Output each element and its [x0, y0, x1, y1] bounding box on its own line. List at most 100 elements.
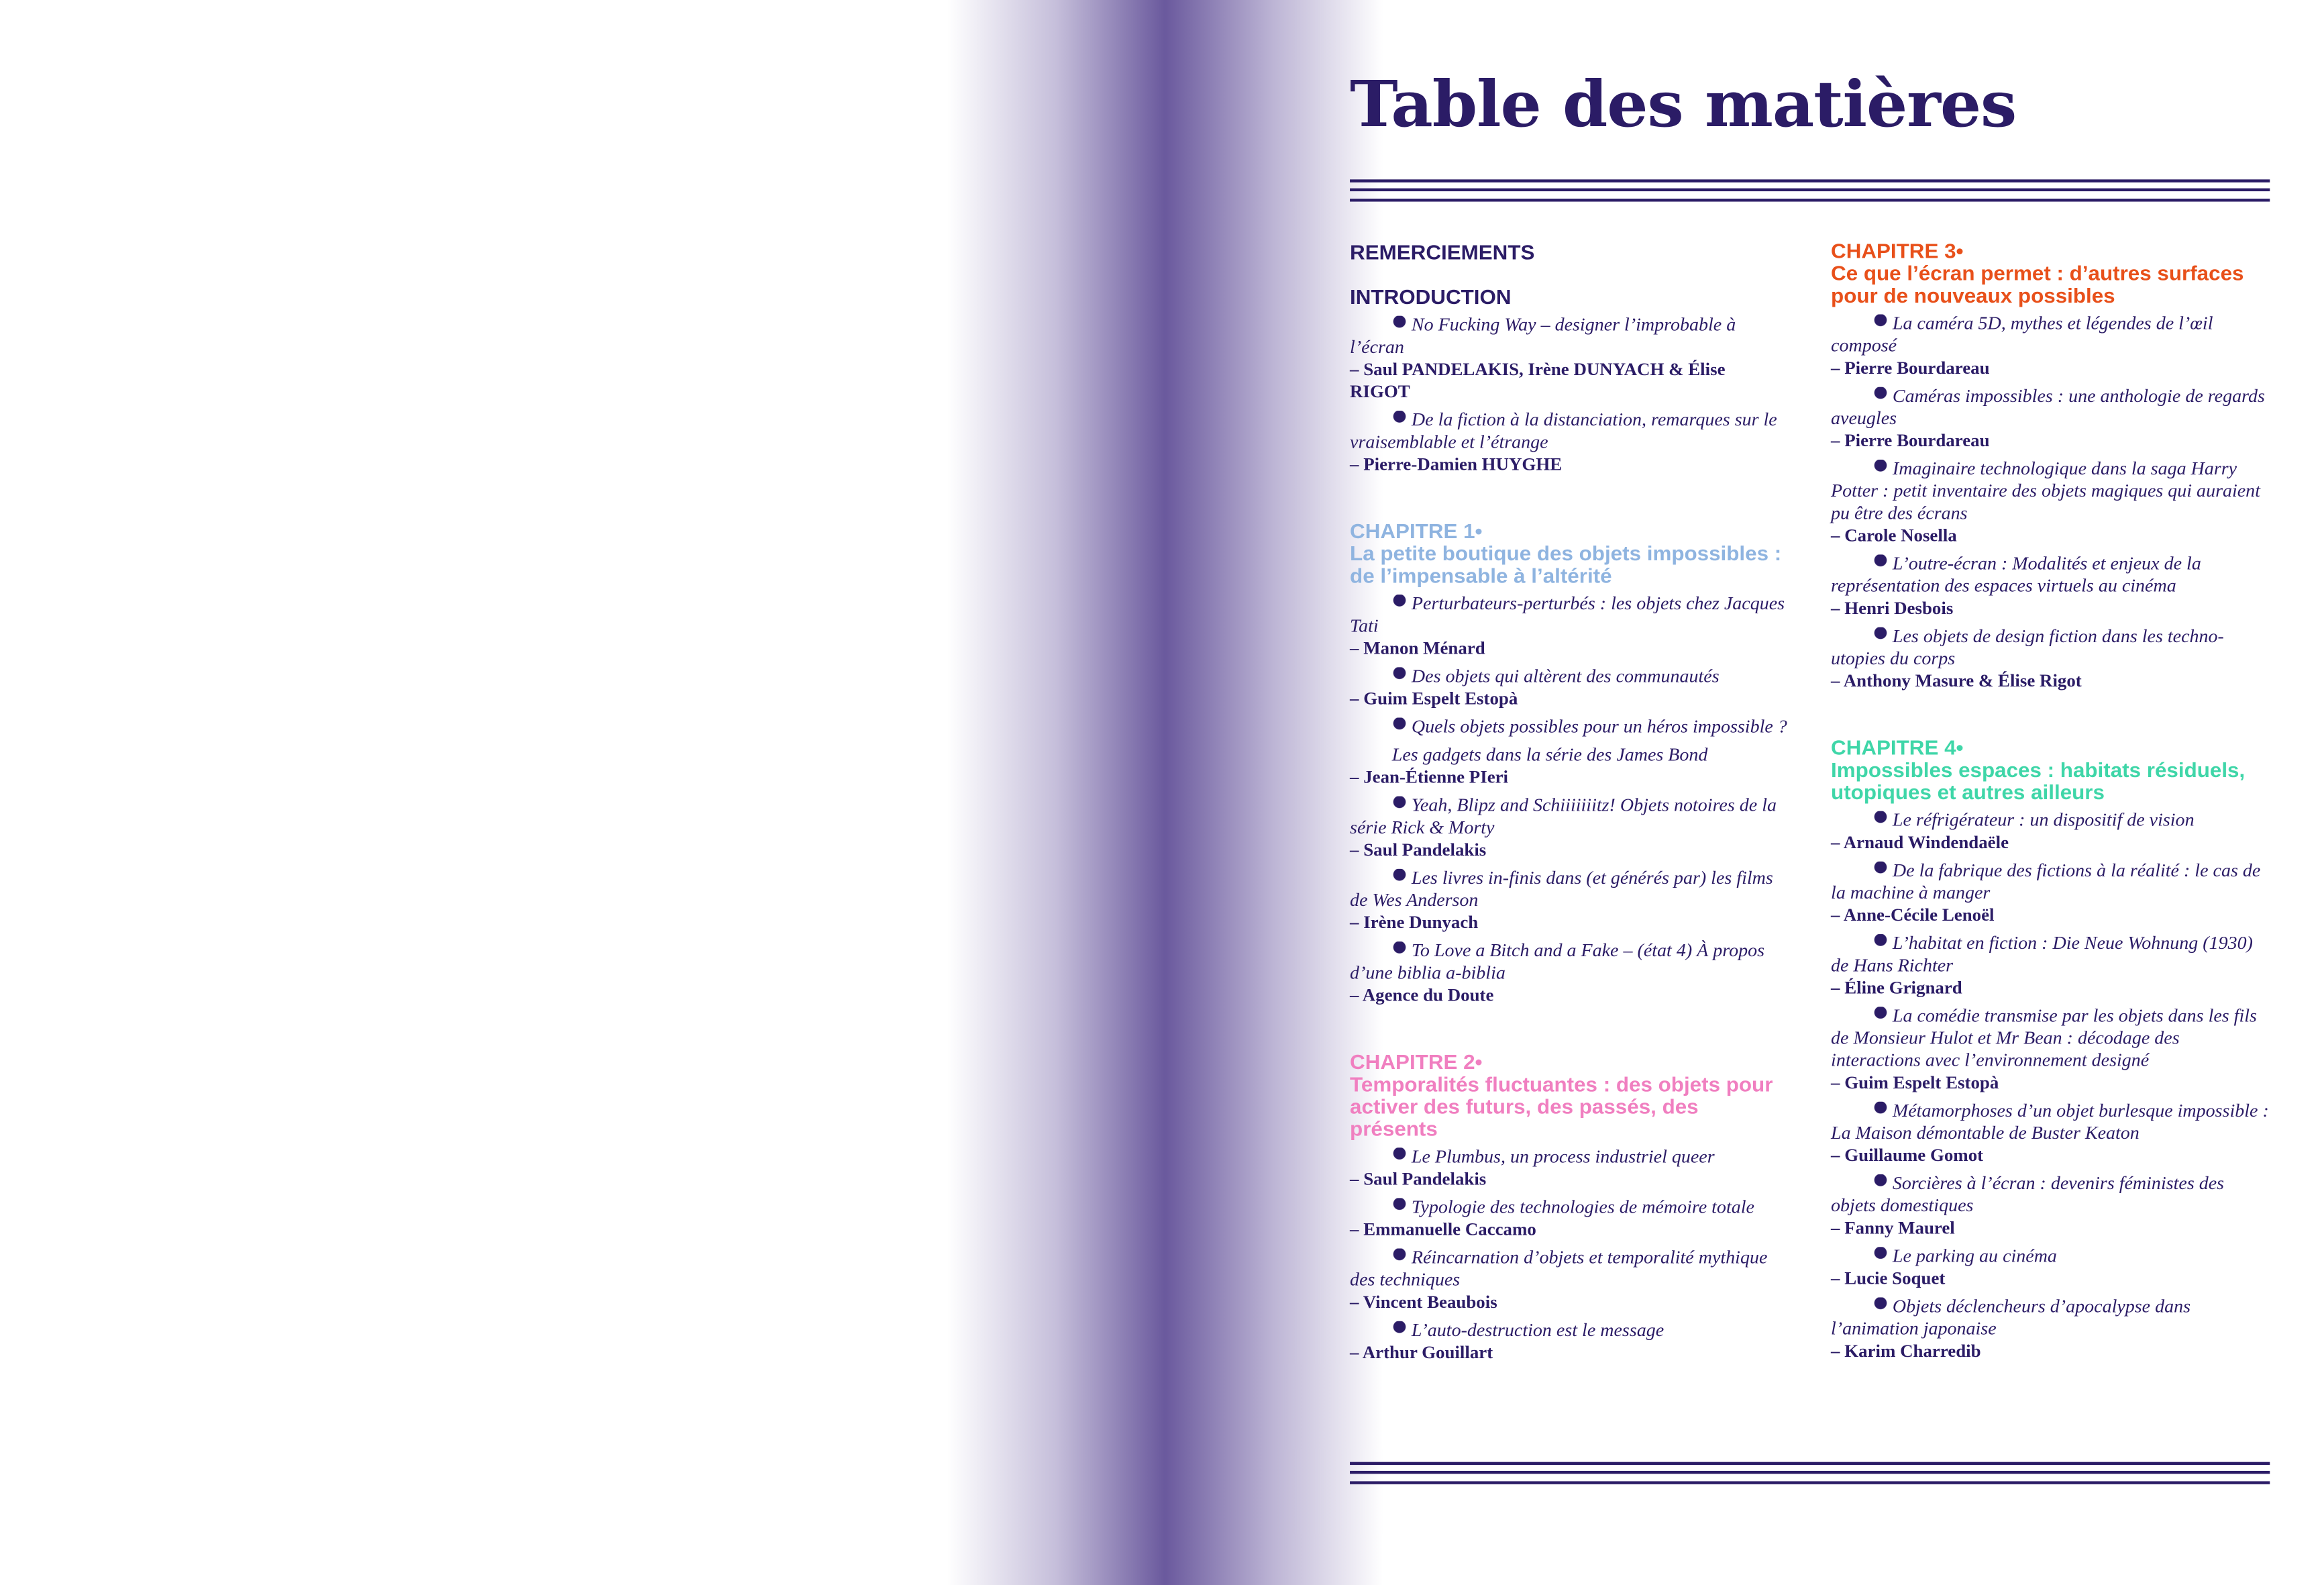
- entry-author: – Irène Dunyach: [1350, 911, 1479, 933]
- entry: De la fiction à la distanciation, remarq…: [1350, 409, 1789, 476]
- entry-author: – Guillaume Gomot: [1831, 1144, 1984, 1166]
- entry: Perturbateurs-perturbés : les objets che…: [1350, 593, 1789, 660]
- entry: Le parking au cinéma – Lucie Soquet: [1831, 1245, 2270, 1290]
- section: CHAPITRE 4• Impossibles espaces : habitat…: [1831, 736, 2270, 1362]
- entry-title-text: Les objets de design fiction dans les te…: [1831, 625, 2224, 669]
- entry-title: To Love a Bitch and a Fake – (état 4) À …: [1350, 940, 1789, 984]
- entry: Le réfrigérateur : un dispositif de visi…: [1831, 809, 2270, 854]
- icon: [1391, 1248, 1408, 1265]
- entry-title-text: Le Plumbus, un process industriel queer: [1411, 1146, 1715, 1167]
- entry: Métamorphoses d’un objet burlesque impos…: [1831, 1101, 2270, 1167]
- section-heading: INTRODUCTION: [1350, 285, 1512, 309]
- noise-band: [947, 0, 1383, 1585]
- entry-author: – Agence du Doute: [1350, 984, 1494, 1006]
- chapter-label: CHAPITRE 1•: [1350, 519, 1483, 543]
- entry: De la fabrique des fictions à la réalité…: [1831, 860, 2270, 927]
- icon: [1872, 459, 1889, 476]
- entry: Sorcières à l’écran : devenirs féministe…: [1831, 1173, 2270, 1239]
- icon: [1391, 411, 1408, 427]
- entry-title: L’auto-destruction est le message: [1350, 1320, 1789, 1342]
- entry-title-text: No Fucking Way – designer l’improbable à…: [1350, 314, 1736, 358]
- icon: [1391, 1321, 1408, 1338]
- entry-title-text: De la fabrique des fictions à la réalité…: [1831, 860, 2261, 903]
- entry-title: Objets déclencheurs d’apocalypse dans l’…: [1831, 1296, 2270, 1340]
- entry-title: Sorcières à l’écran : devenirs féministe…: [1831, 1173, 2270, 1217]
- chapter-label: CHAPITRE 3•: [1831, 238, 1964, 263]
- entry: L’habitat en fiction : Die Neue Wohnung …: [1831, 933, 2270, 999]
- entry: L’auto-destruction est le message – Arthu…: [1350, 1320, 1789, 1364]
- entry-title-text: L’auto-destruction est le message: [1411, 1319, 1665, 1341]
- icon: [1872, 1174, 1889, 1191]
- entry-title: Perturbateurs-perturbés : les objets che…: [1350, 593, 1789, 637]
- entry: Caméras impossibles : une anthologie de …: [1831, 385, 2270, 452]
- icon: [1391, 315, 1408, 332]
- icon: [1391, 1147, 1408, 1164]
- icon: [1872, 1247, 1889, 1264]
- entry-title-text: De la fiction à la distanciation, remarq…: [1350, 409, 1777, 452]
- entry-subtitle: Les gadgets dans la série des James Bond: [1391, 744, 1708, 766]
- section: INTRODUCTION No Fucking Way – designer l’…: [1350, 285, 1789, 476]
- entry-title-text: Imaginaire technologique dans la saga Ha…: [1831, 458, 2260, 523]
- entry-author: – Saul PANDELAKIS, Irène DUNYACH & Élise…: [1350, 358, 1726, 402]
- entry-title: Métamorphoses d’un objet burlesque impos…: [1831, 1101, 2270, 1145]
- entry-author: – Saul Pandelakis: [1350, 1168, 1487, 1190]
- entry: Les objets de design fiction dans les te…: [1831, 625, 2270, 692]
- entry-title: Les objets de design fiction dans les te…: [1831, 625, 2270, 670]
- entry-title: Imaginaire technologique dans la saga Ha…: [1831, 458, 2270, 525]
- title: Table des matières: [1350, 68, 2017, 143]
- entry-title-text: To Love a Bitch and a Fake – (état 4) À …: [1350, 939, 1765, 983]
- entry: Des objets qui altèrent des communautés –…: [1350, 666, 1789, 710]
- entry-title: Yeah, Blipz and Schiiiiiiitz! Objets not…: [1350, 795, 1789, 839]
- entry-author: – Guim Espelt Estopà: [1831, 1072, 1999, 1093]
- section-heading: REMERCIEMENTS: [1350, 240, 1535, 264]
- icon: [1391, 796, 1408, 813]
- section: CHAPITRE 2• Temporalités fluctuantes : de…: [1350, 1050, 1789, 1364]
- entry-title: Des objets qui altèrent des communautés: [1350, 666, 1789, 688]
- entry-author: – Pierre Bourdareau: [1831, 357, 1990, 378]
- entry: Le Plumbus, un process industriel queer –…: [1350, 1146, 1789, 1190]
- chapter-label: CHAPITRE 2•: [1350, 1050, 1483, 1074]
- entry-author: – Lucie Soquet: [1831, 1268, 1946, 1289]
- entry: Quels objets possibles pour un héros imp…: [1350, 716, 1789, 788]
- entry-author: – Éline Grignard: [1831, 977, 1962, 999]
- entry-title: Caméras impossibles : une anthologie de …: [1831, 385, 2270, 429]
- entry-title-text: Yeah, Blipz and Schiiiiiiitz! Objets not…: [1350, 795, 1777, 838]
- rule: [1350, 179, 2270, 202]
- entry-author: – Pierre-Damien HUYGHE: [1350, 454, 1563, 475]
- entry-title: Le réfrigérateur : un dispositif de visi…: [1831, 809, 2270, 831]
- entry-author: – Manon Ménard: [1350, 637, 1485, 659]
- chapter-title: Ce que l’écran permet : d’autres surface…: [1831, 260, 2244, 307]
- entry-title-text: Quels objets possibles pour un héros imp…: [1411, 716, 1787, 737]
- entry-author: – Arnaud Windendaële: [1831, 831, 2009, 853]
- chapter-title: Impossibles espaces : habitats résiduels…: [1831, 758, 2246, 804]
- icon: [1872, 1297, 1889, 1314]
- entry-author: – Emmanuelle Caccamo: [1350, 1219, 1536, 1240]
- icon: [1872, 387, 1889, 404]
- entry-author: – Saul Pandelakis: [1350, 839, 1487, 860]
- entry-title-text: Caméras impossibles : une anthologie de …: [1831, 385, 2265, 429]
- icon: [1872, 627, 1889, 644]
- entry-author: – Anne-Cécile Lenoël: [1831, 904, 1995, 925]
- icon: [1872, 1101, 1889, 1119]
- entry: To Love a Bitch and a Fake – (état 4) À …: [1350, 940, 1789, 1007]
- icon: [1391, 717, 1408, 734]
- entry: Les livres in-finis dans (et générés par…: [1350, 868, 1789, 934]
- icon: [1872, 554, 1889, 571]
- entry: Typologie des technologies de mémoire to…: [1350, 1196, 1789, 1241]
- entry-author: – Anthony Masure & Élise Rigot: [1831, 670, 2082, 691]
- entry-title: Le parking au cinéma: [1831, 1245, 2270, 1268]
- entry-title-text: La comédie transmise par les objets dans…: [1831, 1005, 2257, 1071]
- entry-title-text: Sorcières à l’écran : devenirs féministe…: [1831, 1172, 2225, 1216]
- entry-author: – Pierre Bourdareau: [1831, 429, 1990, 451]
- icon: [1872, 934, 1889, 951]
- entry-title-text: Réincarnation d’objets et temporalité my…: [1350, 1247, 1768, 1290]
- entry-title: Réincarnation d’objets et temporalité my…: [1350, 1247, 1789, 1291]
- entry-title-text: La caméra 5D, mythes et légendes de l’œi…: [1831, 313, 2213, 356]
- section: CHAPITRE 1• La petite boutique des objets…: [1350, 519, 1789, 1007]
- entry: Imaginaire technologique dans la saga Ha…: [1831, 458, 2270, 548]
- icon: [1391, 595, 1408, 611]
- rule: [1350, 1462, 2270, 1484]
- entry-title: Les livres in-finis dans (et générés par…: [1350, 868, 1789, 912]
- chapter-title: Temporalités fluctuantes : des objets po…: [1350, 1072, 1773, 1141]
